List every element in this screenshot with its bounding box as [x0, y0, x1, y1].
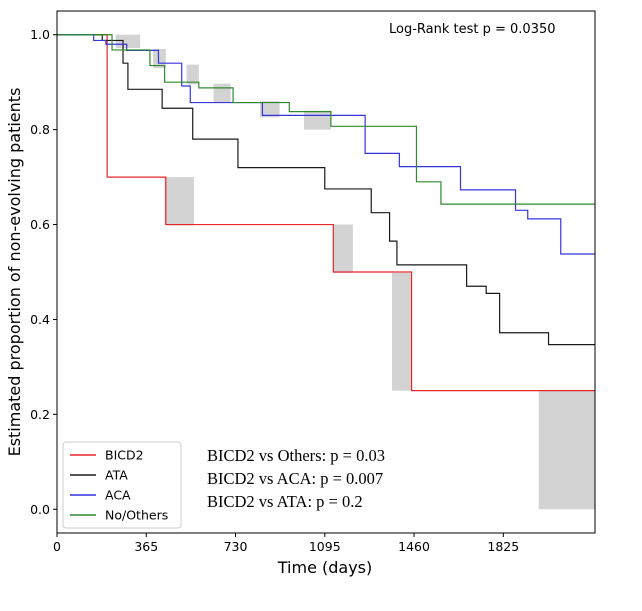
pvalue-bicd2-vs-aca: BICD2 vs ACA: p = 0.007: [207, 469, 383, 488]
ci-box-9: [538, 390, 595, 510]
pvalue-bicd2-vs-ata: BICD2 vs ATA: p = 0.2: [207, 492, 363, 511]
pvalue-bicd2-vs-others: BICD2 vs Others: p = 0.03: [207, 446, 385, 465]
y-tick-label-1.0: 1.0: [30, 27, 50, 42]
legend-label-ata: ATA: [105, 468, 128, 483]
ci-box-0: [115, 34, 141, 49]
x-axis-title: Time (days): [277, 558, 373, 577]
series-line-bicd2: [57, 34, 595, 392]
legend-label-bicd2: BICD2: [105, 448, 144, 463]
ci-box-6: [164, 177, 194, 226]
log-rank-annotation: Log-Rank test p = 0.0350: [389, 22, 556, 37]
plot-frame: [56, 10, 596, 534]
ci-box-8: [392, 272, 412, 391]
ci-box-3: [213, 83, 231, 103]
y-tick-label-0.6: 0.6: [30, 217, 50, 232]
series-line-ata: [57, 34, 595, 346]
ci-box-4: [259, 101, 280, 118]
y-tick-label-0.0: 0.0: [30, 502, 50, 517]
legend: BICD2 ATA ACA No/Others: [62, 441, 182, 529]
legend-label-no-others: No/Others: [105, 508, 168, 523]
plot-area: 0 365 730 1095 1460 1825 0.0 0.2 0.4 0.6 0.8 1.0 BIC…: [30, 10, 596, 554]
y-tick-label-0.4: 0.4: [30, 312, 50, 327]
ci-box-5: [303, 110, 331, 130]
ci-box-7: [333, 224, 353, 273]
series-line-no-others: [57, 34, 595, 205]
series-line-aca: [57, 34, 595, 255]
legend-label-aca: ACA: [105, 488, 131, 503]
legend-box: [62, 441, 182, 529]
ci-box-2: [186, 64, 199, 85]
x-tick-label-730: 730: [224, 539, 248, 554]
x-tick-label-1095: 1095: [309, 539, 341, 554]
x-tick-label-0: 0: [53, 539, 61, 554]
x-tick-label-1460: 1460: [398, 539, 430, 554]
y-tick-label-0.2: 0.2: [30, 407, 50, 422]
y-axis-title: Estimated proportion of non-evolving pat…: [5, 88, 24, 457]
x-tick-label-1825: 1825: [487, 539, 519, 554]
x-tick-label-365: 365: [134, 539, 158, 554]
y-tick-label-0.8: 0.8: [30, 122, 50, 137]
